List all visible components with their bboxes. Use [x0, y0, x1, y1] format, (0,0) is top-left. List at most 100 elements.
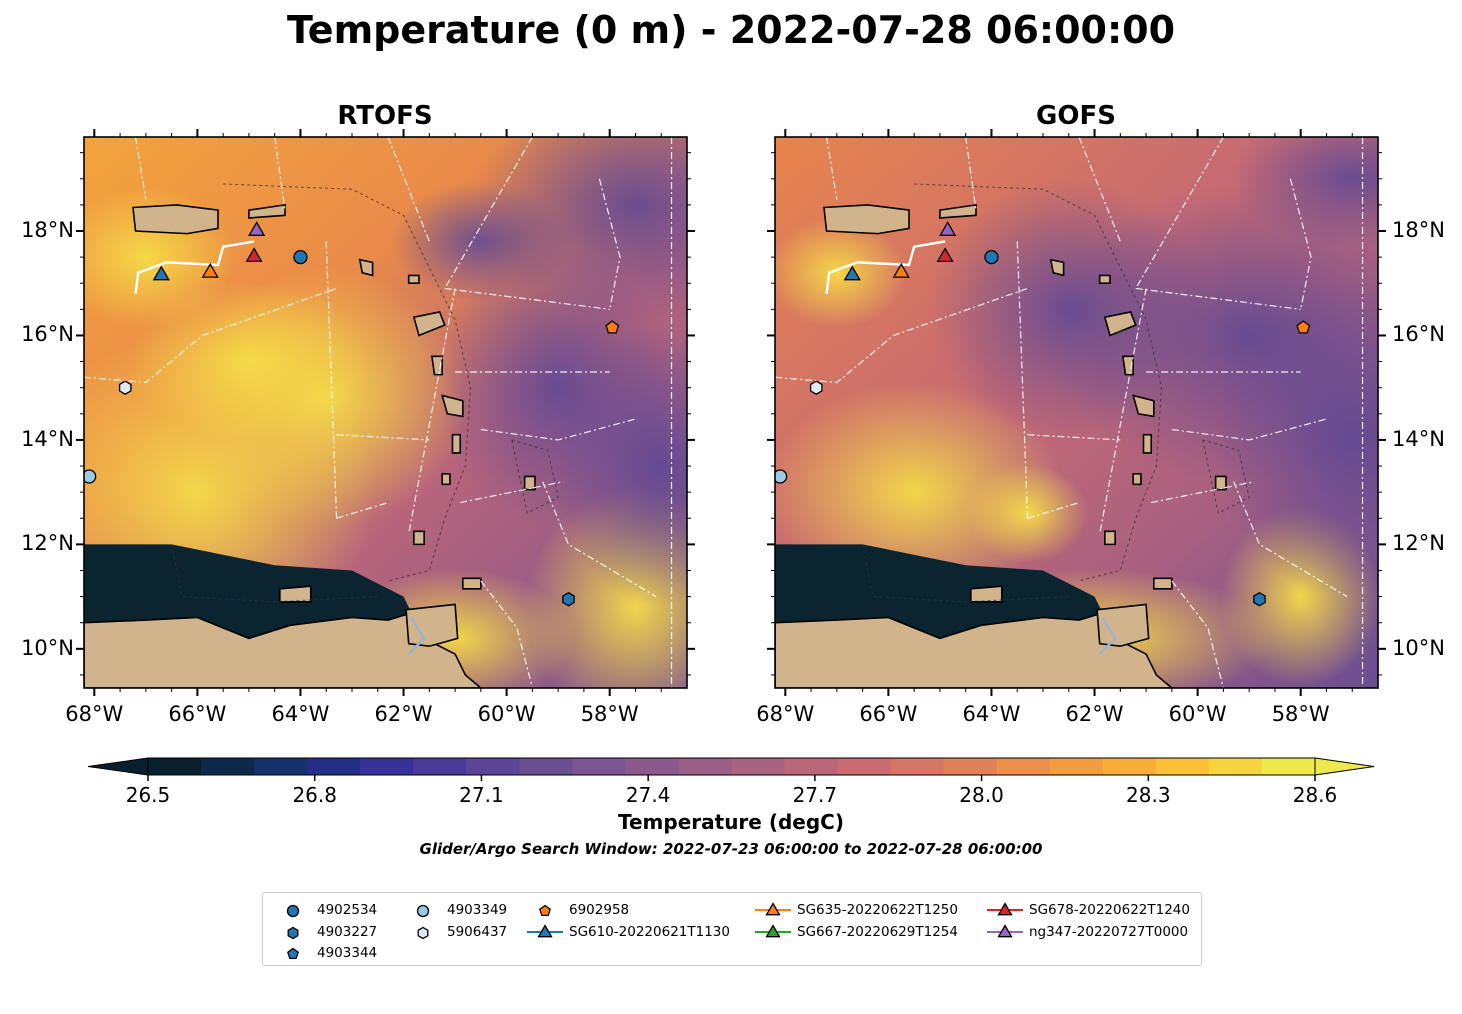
land-barbados [523, 475, 536, 491]
legend-label: 6902958 [569, 902, 630, 918]
colorbar-tick-label: 28.0 [959, 783, 1004, 807]
marker-4903349 [84, 469, 97, 484]
map-frame [774, 136, 1379, 689]
land-dominica [430, 355, 443, 376]
colorbar [87, 757, 1375, 781]
colorbar-bin [996, 758, 1051, 775]
land-virgin-islands [248, 203, 286, 219]
lon-tick-label: 64°W [271, 702, 330, 726]
colorbar-bin [307, 758, 361, 775]
marker-SG678-20220622T1240 [936, 247, 954, 263]
legend-marker-icon [765, 924, 781, 938]
colorbar-bin [148, 758, 202, 775]
land-margarita [279, 585, 312, 603]
legend-marker-icon [287, 926, 299, 940]
marker-4903227 [562, 591, 575, 607]
land-virgin-islands [939, 203, 977, 219]
colorbar-bin [360, 758, 414, 775]
legend-marker-icon [997, 924, 1013, 938]
legend-label: SG678-20220622T1240 [1029, 902, 1190, 918]
land-st-lucia [1142, 433, 1153, 454]
lat-tick-label: 14°N [21, 426, 74, 451]
land-guadeloupe [1103, 311, 1137, 337]
legend: 4902534 4903227 4903344 4903349 5906437 69029… [262, 892, 1202, 966]
colorbar-tick-label: 27.4 [625, 783, 671, 807]
legend-marker-icon [287, 947, 299, 960]
land-tobago [1153, 577, 1173, 590]
marker-5906437 [809, 380, 823, 395]
marker-SG635-20220622T1250 [892, 262, 910, 278]
marker-5906437 [118, 380, 132, 395]
panel-title-gofs: GOFS [1036, 101, 1116, 131]
lon-tick-label: 68°W [65, 702, 124, 726]
colorbar-bin [731, 758, 786, 775]
colorbar-bin [837, 758, 892, 775]
legend-marker-icon [416, 904, 430, 918]
lon-tick-label: 62°W [1065, 702, 1124, 726]
marker-4903349 [775, 469, 788, 484]
legend-label: 4903227 [317, 924, 378, 940]
legend-label: 4903344 [317, 945, 378, 961]
legend-marker-icon [286, 904, 300, 918]
glider-track [825, 240, 946, 294]
lon-tick-label: 66°W [168, 702, 227, 726]
rtofs-map-panel [76, 129, 695, 696]
land-martinique [441, 394, 464, 418]
lat-tick-label: 14°N [1392, 426, 1445, 451]
land-grenada [1104, 530, 1116, 546]
land-st-lucia [451, 433, 462, 454]
land-martinique [1132, 394, 1155, 418]
lon-tick-label: 58°W [580, 702, 639, 726]
colorbar-bin [413, 758, 467, 775]
lon-tick-label: 60°W [477, 702, 536, 726]
lon-tick-label: 66°W [859, 702, 918, 726]
lat-tick-label: 18°N [21, 218, 74, 242]
land-antigua [407, 274, 420, 285]
legend-label: ng347-20220727T0000 [1029, 924, 1189, 940]
land-st-kitts [1049, 258, 1065, 277]
colorbar-tick-label: 28.6 [1292, 783, 1338, 807]
colorbar-bin [1049, 758, 1104, 775]
map-frame [83, 136, 688, 689]
marker-SG678-20220622T1240 [245, 247, 263, 263]
land-guadeloupe [412, 311, 446, 337]
colorbar-extend-high [1314, 757, 1375, 776]
colorbar-bin [943, 758, 998, 775]
colorbar-tick-label: 27.7 [792, 783, 838, 807]
panel-title-rtofs: RTOFS [337, 101, 433, 131]
lon-tick-label: 58°W [1271, 702, 1330, 726]
land-south-america [84, 611, 483, 688]
marker-SG635-20220622T1250 [201, 262, 219, 278]
colorbar-bin [254, 758, 308, 775]
lon-tick-label: 60°W [1168, 702, 1227, 726]
land-trinidad [1096, 603, 1150, 648]
land-st-vincent [1132, 473, 1142, 486]
colorbar-tick-label: 26.5 [125, 783, 171, 807]
colorbar-bin [784, 758, 839, 775]
marker-ng347-20220727T0000 [939, 221, 957, 236]
colorbar-label: Temperature (degC) [618, 810, 844, 834]
land-antigua [1098, 274, 1111, 285]
figure-title: Temperature (0 m) - 2022-07-28 06:00:00 [286, 8, 1176, 52]
lon-tick-label: 68°W [756, 702, 815, 726]
legend-marker-icon [539, 904, 551, 917]
land-curacao [729, 526, 750, 542]
legend-marker-icon [417, 926, 429, 940]
lat-tick-label: 18°N [1392, 218, 1445, 242]
marker-4902534 [984, 249, 999, 265]
lat-tick-label: 16°N [21, 322, 74, 347]
marker-4903227 [1253, 591, 1266, 607]
colorbar-bin [466, 758, 520, 775]
colorbar-bin [1208, 758, 1263, 775]
gofs-map-panel [729, 129, 1386, 696]
colorbar-tick-label: 27.1 [459, 783, 504, 807]
colorbar-bin [1261, 758, 1316, 775]
search-window-note: Glider/Argo Search Window: 2022-07-23 06… [419, 840, 1043, 858]
land-margarita [970, 585, 1003, 603]
lon-tick-label: 62°W [374, 702, 433, 726]
lat-tick-label: 12°N [21, 531, 74, 556]
lat-tick-label: 16°N [1392, 322, 1445, 347]
land-trinidad [405, 603, 459, 648]
colorbar-bin [1102, 758, 1157, 775]
